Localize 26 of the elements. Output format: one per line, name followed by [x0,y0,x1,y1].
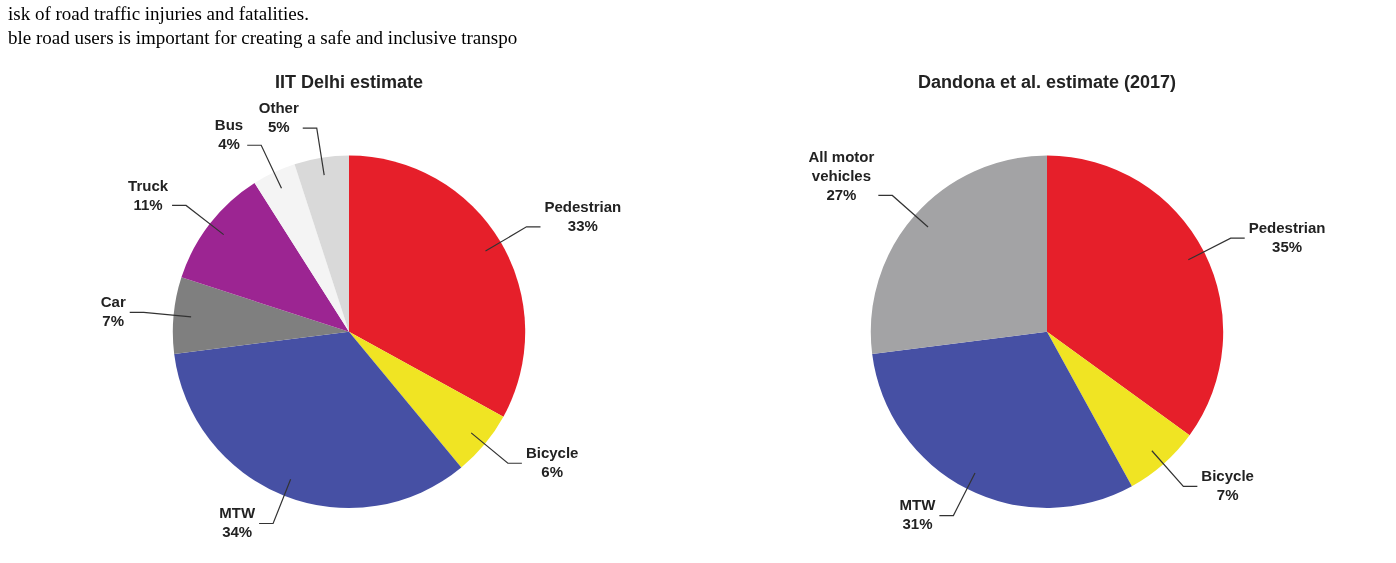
slice-label: Other [258,99,299,117]
data-label: 4% [218,135,240,153]
slice-label: Pedestrian [544,197,622,215]
slice-label: Bicycle [1201,467,1254,485]
data-label: 34% [222,523,253,541]
data-label: 5% [267,118,290,136]
data-label: 27% [826,185,857,203]
data-label: 35% [1272,237,1303,255]
slice-label: Car [100,293,126,311]
slice-label: MTW [899,496,937,514]
slice-label: All motor vehicles [808,147,875,184]
data-label: 7% [1216,486,1239,504]
slice-label: Bus [214,116,244,134]
chart-title: IIT Delhi estimate [274,71,424,92]
data-label: 31% [902,515,933,533]
data-label: 11% [133,195,163,213]
slice-label: Pedestrian [1248,218,1326,236]
slice-label: MTW [219,504,256,522]
slice-label: Bicycle [525,443,579,461]
chart-title: Dandona et al. estimate (2017) [917,71,1177,92]
data-label: 6% [541,462,563,480]
data-label: 33% [567,216,598,234]
slice-label: Truck [128,176,169,194]
text: ble road users is important for creating a safe and inclusive transpo [8,26,519,50]
data-label: 7% [102,312,125,330]
text: isk of road traffic injuries and fatalities. [8,2,310,26]
